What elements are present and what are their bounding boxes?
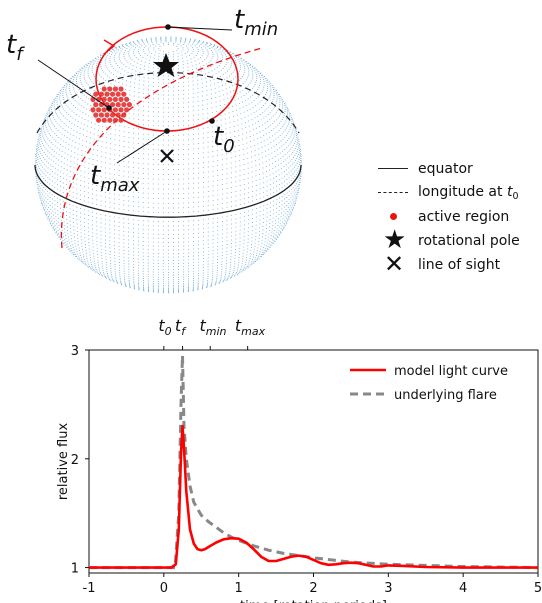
star-icon: ★	[383, 225, 407, 255]
t-min-label: tmin	[234, 5, 278, 40]
t-0-label: t0	[213, 122, 235, 157]
x-mark-icon: ✕	[384, 250, 405, 278]
legend-item-line-of-sight: ✕ line of sight	[372, 250, 520, 278]
x-tick-label: 4	[459, 581, 467, 596]
top-tick-label: tmin	[199, 316, 226, 338]
x-tick-label: -1	[83, 581, 96, 596]
legend-label: line of sight	[418, 257, 501, 273]
sphere-lines	[34, 24, 302, 249]
dashed-line-icon	[372, 181, 416, 205]
legend-item-longitude: longitude at t0	[372, 181, 520, 205]
x-tick-label: 2	[309, 581, 317, 596]
active-region-spot	[90, 86, 132, 123]
chart-series	[89, 353, 539, 570]
t-min-pointer	[167, 26, 233, 31]
t-max-pointer	[116, 130, 168, 164]
sphere-dots	[35, 36, 302, 294]
line-of-sight-x-icon	[160, 149, 174, 163]
legend-label: active region	[418, 209, 510, 225]
sphere-surface-points	[35, 36, 302, 294]
t-f-label: tf	[6, 30, 25, 65]
legend-item-active-region: active region	[372, 205, 520, 229]
rotational-pole-star-icon	[153, 53, 179, 77]
x-tick-label: 5	[534, 581, 542, 596]
chart-legend: model light curve underlying flare	[350, 364, 508, 403]
y-tick-label: 3	[71, 344, 79, 359]
rotation-direction-arrow-icon	[103, 39, 116, 55]
equator-line	[34, 164, 302, 218]
top-tick-label: tmax	[235, 316, 266, 338]
y-tick-label: 1	[71, 562, 79, 577]
x-tick-label: 1	[235, 581, 243, 596]
active-region-longitude-line	[60, 47, 263, 249]
plot-frame	[88, 349, 539, 574]
chart-legend-label: model light curve	[394, 364, 508, 379]
diagram-legend: equator longitude at t0 active region ★ …	[372, 157, 520, 277]
legend-label: equator	[418, 161, 473, 177]
legend-item-equator: equator	[372, 157, 520, 181]
legend-label: rotational pole	[418, 233, 520, 249]
time-marker-dot	[209, 118, 215, 124]
x-tick-label: 3	[384, 581, 392, 596]
top-tick-label: t0	[158, 316, 171, 338]
x-axis-label: time [rotation periods]	[240, 599, 387, 603]
t-f-pointer	[37, 59, 110, 109]
x-tick-label: 0	[160, 581, 168, 596]
legend-label: longitude at t0	[418, 184, 519, 202]
model-light-curve-line	[89, 424, 538, 569]
y-axis-label: relative flux	[56, 423, 71, 501]
red-dot-icon	[372, 205, 416, 229]
y-tick-label: 2	[71, 453, 79, 468]
longitude-at-t0-line	[36, 72, 300, 134]
legend-item-rotational-pole: ★ rotational pole	[372, 225, 520, 255]
sphere-labels: tf tmin tmax t0	[6, 5, 278, 196]
underlying-flare-line	[89, 353, 539, 570]
t-max-label: tmax	[90, 161, 140, 196]
chart-legend-label: underlying flare	[394, 388, 497, 403]
equator-line-icon	[372, 157, 416, 181]
sphere-diagram: tf tmin tmax t0	[6, 5, 302, 294]
top-tick-label: tf	[175, 316, 187, 338]
